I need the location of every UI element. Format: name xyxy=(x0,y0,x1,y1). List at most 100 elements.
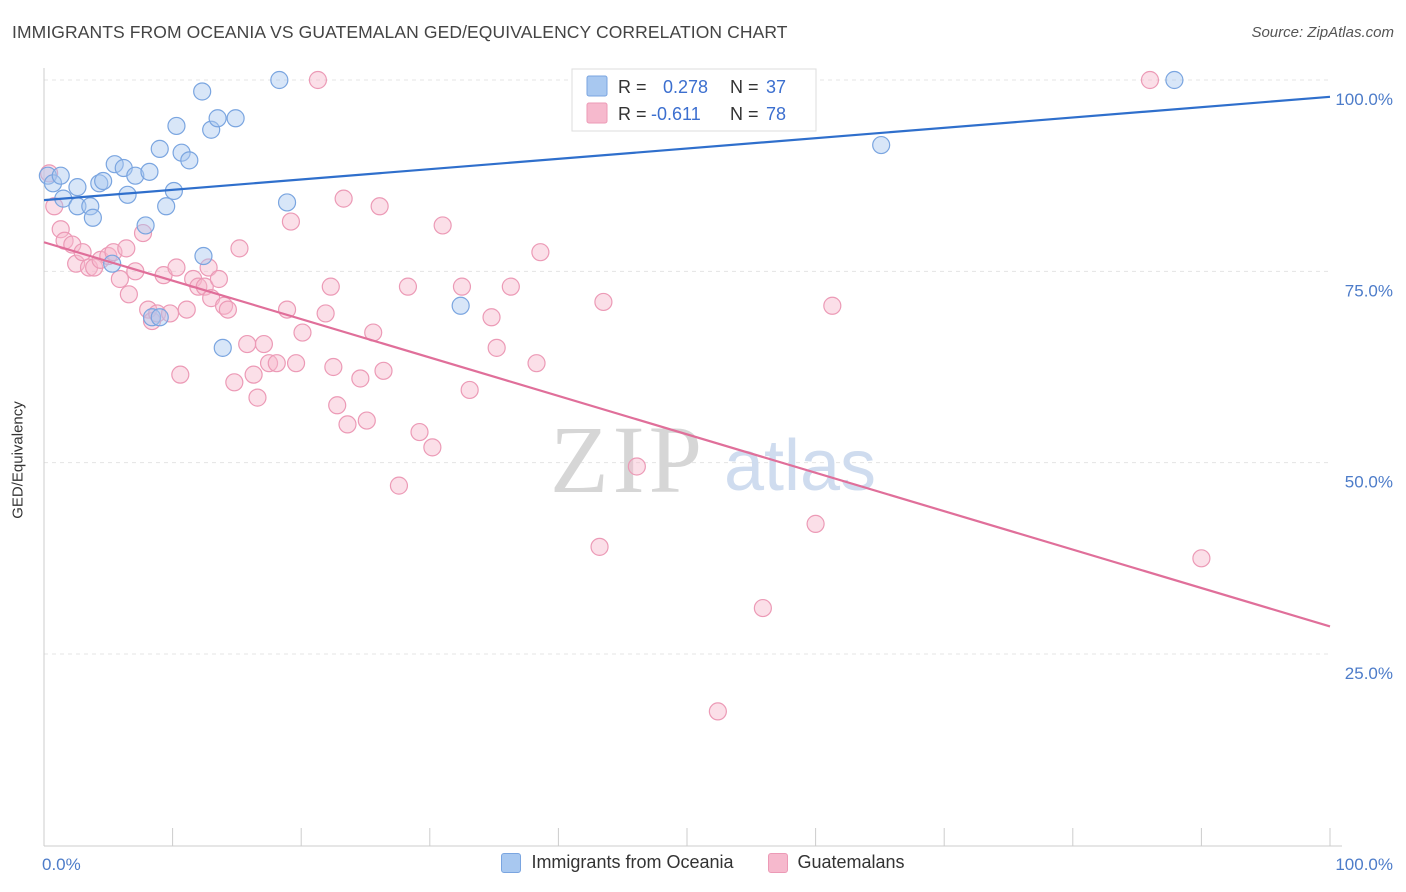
guatemalans-point xyxy=(370,197,389,216)
guatemalans-point xyxy=(324,357,343,377)
oceania-point xyxy=(277,193,297,212)
guatemalans-point xyxy=(293,323,312,342)
guatemalans-point xyxy=(823,296,842,315)
guatemalans-point xyxy=(119,285,138,304)
oceania-point xyxy=(43,174,63,193)
legend-n-value-oceania: 37 xyxy=(766,77,786,97)
oceania-point xyxy=(208,109,227,128)
oceania-point xyxy=(226,109,245,128)
guatemalans-point xyxy=(452,277,472,296)
oceania-point xyxy=(105,155,124,174)
trend-lines xyxy=(43,95,1331,628)
guatemalans-point xyxy=(171,365,190,384)
guatemalans-point xyxy=(389,476,409,495)
oceania-point xyxy=(81,197,100,216)
legend-n-label-guatemalans: N = xyxy=(730,104,759,124)
top-legend-box xyxy=(571,68,817,132)
x-tick-labels: 0.0% 100.0% xyxy=(42,855,1393,874)
guatemalans-point xyxy=(753,598,772,618)
guatemalans-point xyxy=(321,277,340,296)
guatemalans-point xyxy=(338,415,357,434)
bottom-legend-item-guatemalans: Guatemalans xyxy=(767,852,905,873)
legend-r-label-guatemalans: R = xyxy=(618,104,647,124)
guatemalans-point xyxy=(218,300,237,319)
oceania-point xyxy=(157,197,176,216)
oceania-point xyxy=(136,216,155,235)
legend-r-label-oceania: R = xyxy=(618,77,647,97)
guatemalans-point xyxy=(51,220,70,239)
legend-swatch-guatemalans xyxy=(586,102,608,124)
guatemalans-point xyxy=(177,300,196,319)
oceania-point xyxy=(180,151,199,170)
oceania-point xyxy=(451,296,470,315)
watermark: ZIP atlas xyxy=(550,406,876,513)
oceania-point xyxy=(68,178,87,197)
guatemalans-points xyxy=(40,70,1211,721)
y-tick-label: 100.0% xyxy=(1335,90,1393,109)
guatemalans-point xyxy=(316,304,335,323)
guatemalans-point xyxy=(398,277,418,296)
guatemalans-point xyxy=(594,292,613,312)
oceania-point xyxy=(83,208,102,227)
guatemalans-point xyxy=(527,354,546,373)
guatemalans-point xyxy=(1192,549,1211,568)
x-tick-label: 0.0% xyxy=(42,855,81,874)
guatemalans-point xyxy=(1140,70,1160,90)
guatemalans-point xyxy=(209,269,228,289)
guatemalans-point xyxy=(110,269,129,289)
watermark-atlas: atlas xyxy=(724,426,876,506)
guatemalans-point xyxy=(627,457,646,476)
guatemalans-point xyxy=(374,361,393,380)
guatemalans-point xyxy=(230,239,249,258)
guatemalans-point xyxy=(501,277,520,296)
source-label: Source: ZipAtlas.com xyxy=(1251,24,1394,41)
legend-swatch-oceania xyxy=(586,75,608,97)
guatemalans-point xyxy=(460,380,479,400)
oceania-point xyxy=(167,116,186,136)
guatemalans-point xyxy=(117,239,136,258)
oceania-trend-line xyxy=(43,95,1331,202)
guatemalans-point xyxy=(286,354,306,373)
chart-title: IMMIGRANTS FROM OCEANIA VS GUATEMALAN GE… xyxy=(12,22,788,42)
oceania-point xyxy=(51,166,70,185)
bottom-legend-swatch-oceania xyxy=(501,852,522,873)
guatemalans-point xyxy=(357,411,376,430)
oceania-point xyxy=(94,171,113,191)
guatemalans-trend-line xyxy=(43,241,1331,628)
guatemalans-point xyxy=(806,514,825,533)
oceania-point xyxy=(202,120,221,139)
guatemalans-point xyxy=(590,537,609,556)
guatemalans-point xyxy=(531,243,550,262)
oceania-point xyxy=(126,166,145,185)
guatemalans-point xyxy=(482,308,501,327)
guatemalans-point xyxy=(225,373,244,392)
guatemalans-point xyxy=(167,258,186,277)
oceania-point xyxy=(194,246,213,266)
legend-r-value-oceania: 0.278 xyxy=(663,77,708,97)
x-tick-label: 100.0% xyxy=(1335,855,1393,874)
legend-n-label-oceania: N = xyxy=(730,77,759,97)
oceania-point xyxy=(270,70,289,90)
top-legend: R = 0.278 N = 37 R = -0.611 N = 78 xyxy=(571,68,817,132)
oceania-point xyxy=(142,308,162,327)
oceania-point xyxy=(150,308,169,327)
guatemalans-point xyxy=(328,396,347,415)
y-tick-label: 75.0% xyxy=(1345,281,1393,300)
oceania-point xyxy=(193,82,212,101)
guatemalans-point xyxy=(308,70,328,90)
guatemalans-point xyxy=(238,334,257,354)
oceania-point xyxy=(172,143,191,162)
guatemalans-point xyxy=(410,422,429,442)
guatemalans-point xyxy=(433,216,452,235)
guatemalans-point xyxy=(254,334,274,354)
legend-n-value-guatemalans: 78 xyxy=(766,104,786,124)
oceania-point xyxy=(213,338,232,357)
bottom-legend: Immigrants from Oceania Guatemalans xyxy=(0,852,1406,873)
bottom-legend-item-oceania: Immigrants from Oceania xyxy=(501,852,734,873)
y-tick-labels: 25.0% 50.0% 75.0% 100.0% xyxy=(1335,90,1393,683)
guatemalans-point xyxy=(487,338,506,357)
axes xyxy=(43,68,1342,847)
bottom-legend-label-oceania: Immigrants from Oceania xyxy=(531,852,734,872)
guatemalans-point xyxy=(267,354,286,373)
